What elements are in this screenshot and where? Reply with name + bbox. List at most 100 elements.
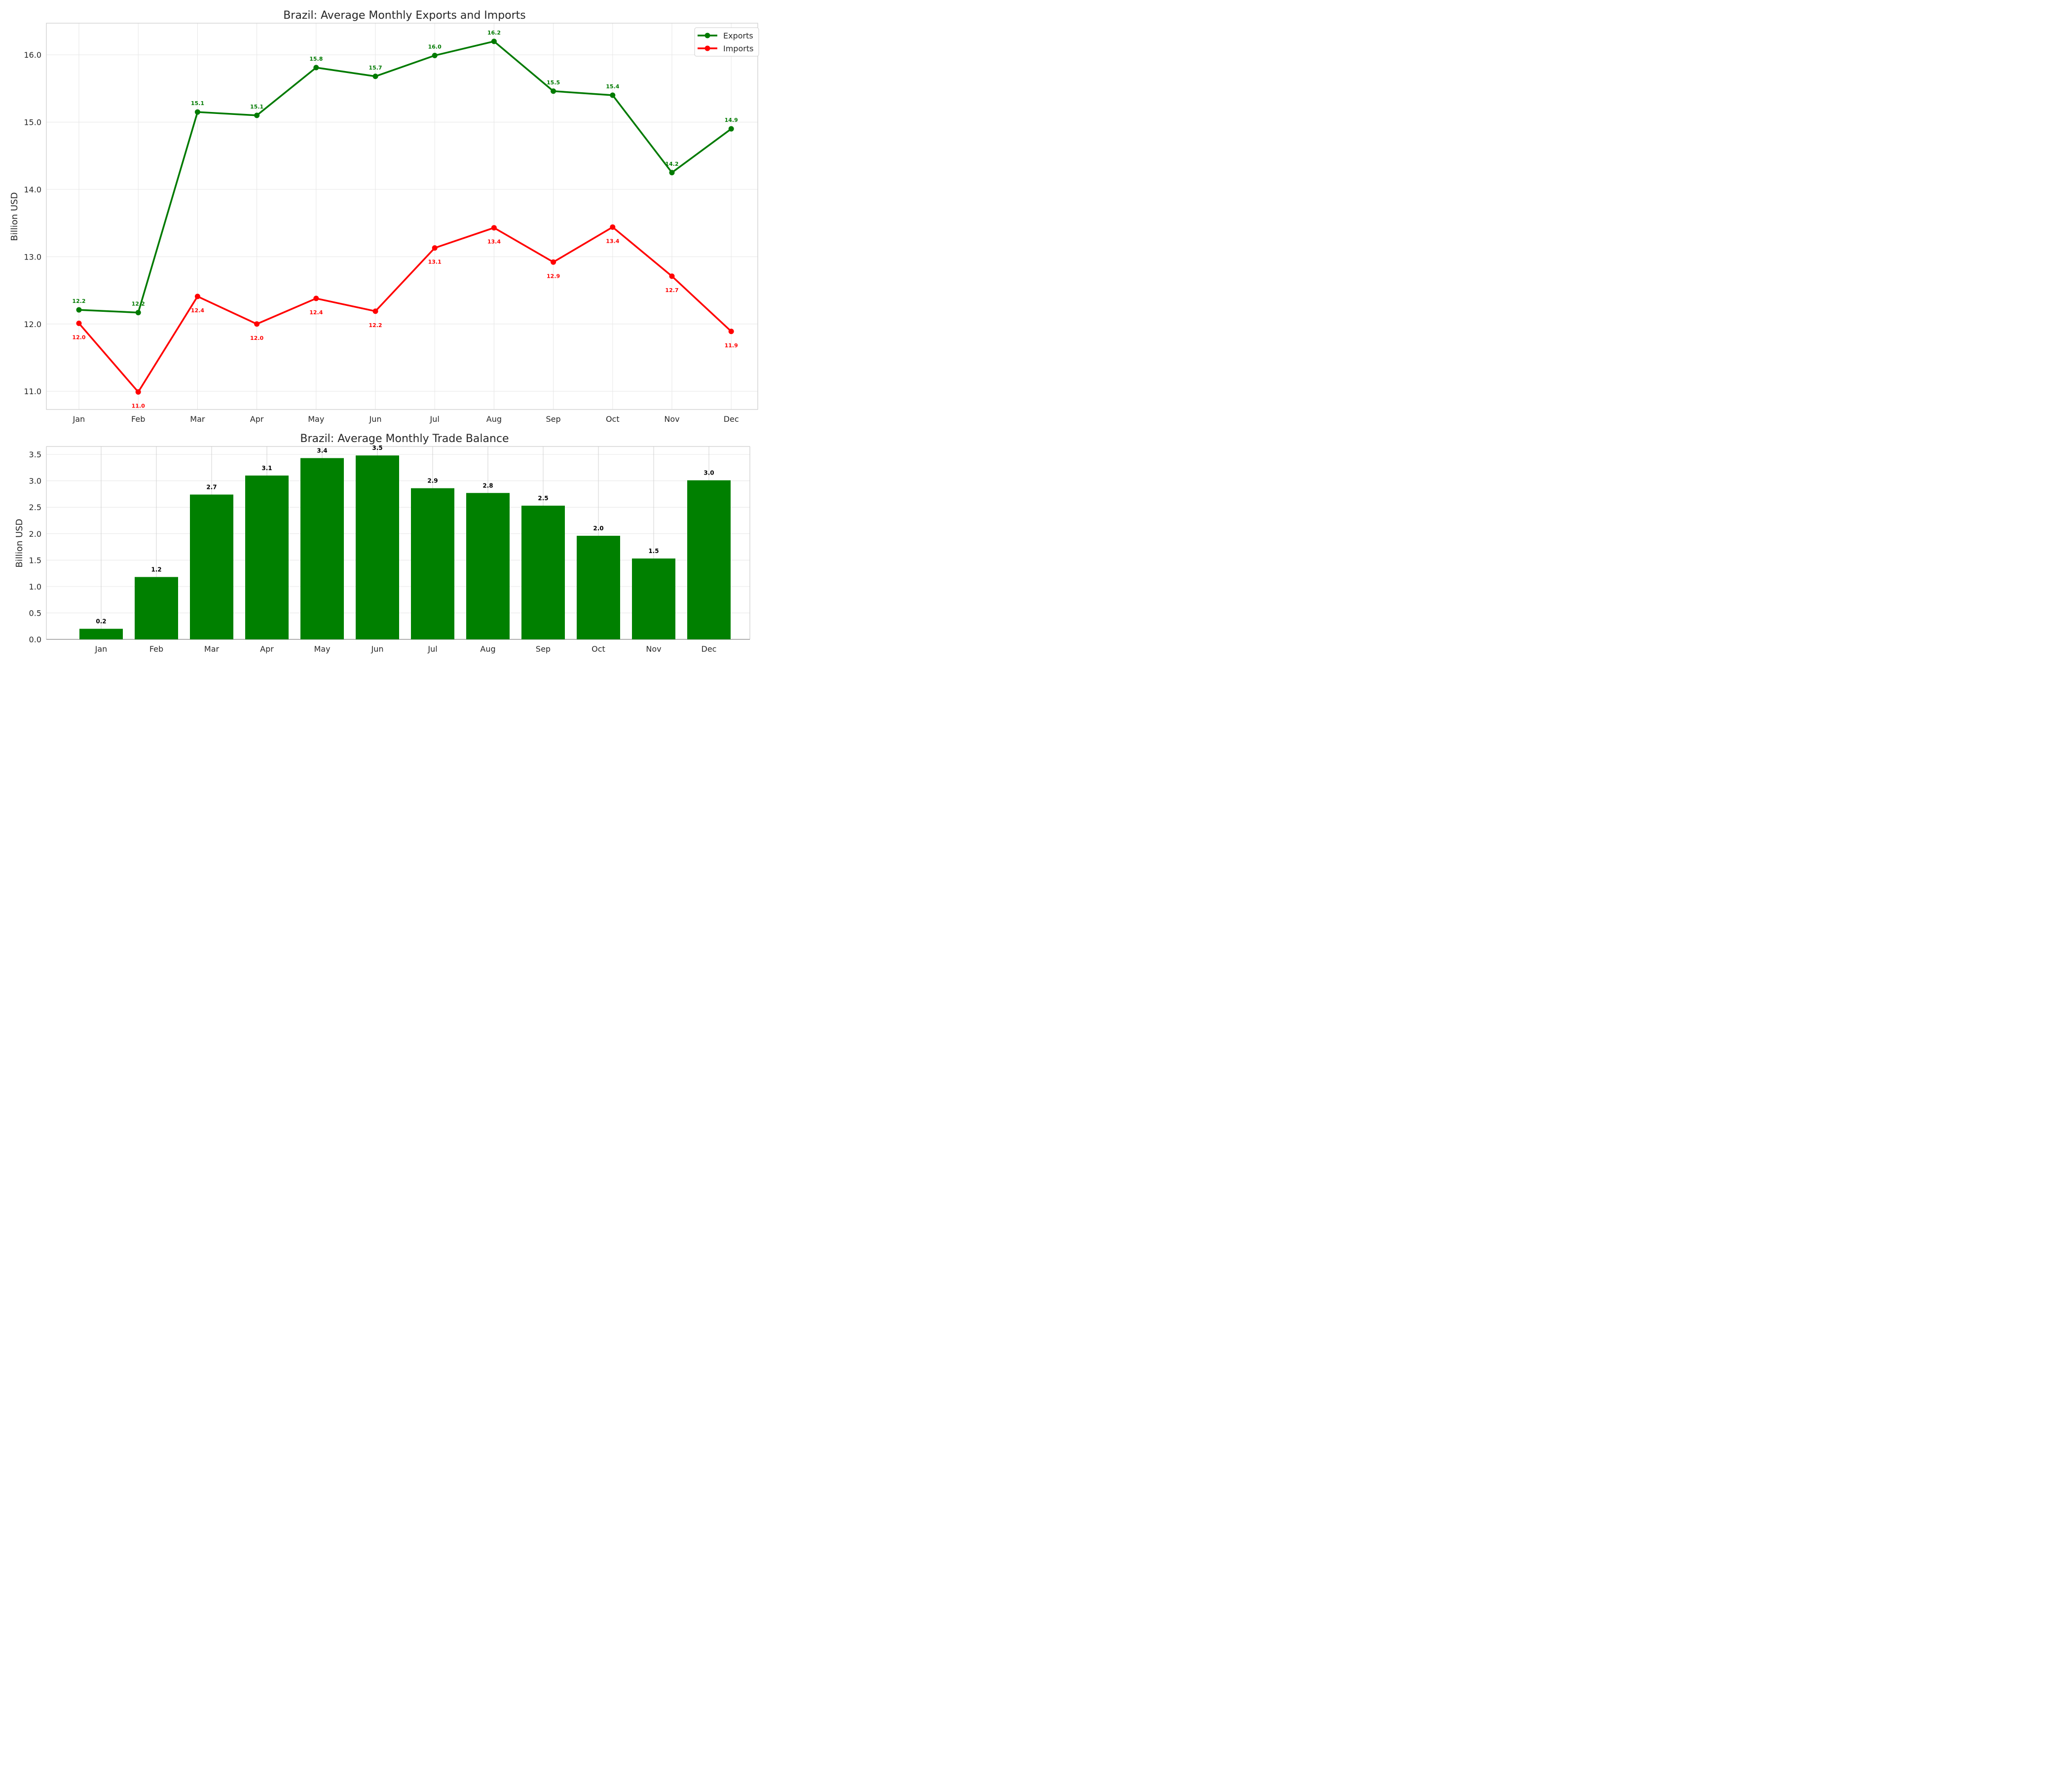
balance-bar: [190, 494, 233, 639]
exports-point: [491, 38, 497, 44]
top-x-tick-label: Dec: [724, 414, 739, 424]
bottom-x-tick-label: Jul: [427, 644, 437, 654]
balance-bar: [632, 558, 675, 639]
bottom-x-tick-label: Oct: [592, 644, 605, 654]
imports-data-label: 13.1: [428, 259, 442, 265]
imports-data-label: 11.9: [725, 342, 738, 349]
bottom-x-tick-label: Jan: [95, 644, 108, 654]
imports-point: [669, 273, 675, 279]
imports-point: [432, 245, 438, 251]
bottom-y-tick-label: 0.5: [29, 608, 41, 618]
bottom-x-tick-label: Apr: [260, 644, 274, 654]
exports-data-label: 15.5: [547, 79, 560, 86]
exports-point: [372, 74, 378, 79]
exports-data-label: 15.1: [250, 104, 263, 110]
imports-point: [313, 296, 319, 301]
legend-exports-marker: [704, 33, 710, 38]
top-x-tick-label: Jul: [430, 414, 440, 424]
exports-data-label: 14.2: [665, 161, 678, 167]
exports-data-label: 16.2: [487, 30, 501, 36]
imports-data-label: 12.4: [309, 309, 323, 316]
exports-data-label: 15.1: [191, 100, 204, 107]
exports-data-label: 15.4: [606, 83, 619, 90]
exports-data-label: 15.8: [309, 56, 323, 62]
bottom-x-tick-label: Mar: [204, 644, 220, 654]
exports-point: [135, 310, 141, 316]
top-chart-y-axis-label: Billion USD: [9, 192, 20, 241]
balance-bar-label: 0.2: [96, 618, 106, 625]
exports-point: [194, 109, 200, 115]
imports-data-label: 12.0: [72, 334, 85, 340]
top-chart-title: Brazil: Average Monthly Exports and Impo…: [283, 9, 526, 22]
bottom-y-tick-label: 1.5: [29, 555, 41, 565]
imports-data-label: 12.9: [547, 273, 560, 279]
exports-point: [551, 88, 556, 94]
balance-bar-label: 2.5: [538, 495, 548, 502]
exports-data-label: 12.2: [72, 298, 85, 304]
legend-exports-label: Exports: [723, 31, 753, 40]
exports-point: [313, 65, 319, 71]
balance-bar: [135, 577, 178, 639]
exports-point: [669, 170, 675, 176]
balance-bar: [466, 493, 510, 639]
figure: Brazil: Average Monthly Exports and Impo…: [9, 9, 759, 654]
exports-data-label: 16.0: [428, 43, 442, 50]
balance-bar-label: 3.0: [703, 470, 714, 477]
balance-bar: [687, 480, 731, 639]
balance-bar: [245, 475, 289, 639]
top-x-tick-label: Apr: [250, 414, 264, 424]
legend: Exports Imports: [694, 27, 759, 57]
top-y-tick-label: 13.0: [24, 252, 41, 261]
imports-point: [76, 320, 82, 326]
exports-line: [78, 40, 732, 314]
top-chart-y-ticks: 11.0 12.0 13.0 14.0 15.0 16.0: [24, 50, 41, 396]
top-y-tick-label: 12.0: [24, 320, 41, 329]
exports-point: [728, 126, 734, 132]
imports-line: [78, 226, 732, 393]
bottom-chart-title: Brazil: Average Monthly Trade Balance: [300, 433, 509, 445]
imports-point: [372, 308, 378, 314]
bottom-y-tick-label: 1.0: [29, 582, 41, 592]
balance-bar-label: 3.5: [372, 444, 382, 451]
bottom-y-tick-label: 2.0: [29, 529, 41, 539]
imports-data-label: 13.4: [606, 238, 619, 244]
legend-imports-label: Imports: [723, 44, 753, 53]
bottom-chart-bar-labels: 0.2 1.2 2.7 3.1 3.4 3.5 2.9 2.8 2.5 2.0 1.5 3.0: [96, 444, 714, 625]
imports-data-label: 12.0: [250, 335, 263, 341]
balance-bar-label: 3.4: [317, 447, 327, 454]
bottom-chart-x-ticks: Jan Feb Mar Apr May Jun Jul Aug Sep Oct Nov Dec: [95, 644, 717, 654]
imports-point: [491, 225, 497, 231]
exports-data-label: 14.9: [725, 117, 738, 123]
balance-bar: [79, 629, 123, 639]
top-x-tick-label: Jan: [73, 414, 85, 424]
top-x-tick-label: Sep: [546, 414, 561, 424]
balance-bar-label: 1.2: [151, 566, 161, 573]
exports-point: [610, 92, 616, 98]
balance-bar-label: 2.9: [427, 478, 438, 484]
top-chart-x-ticks: Jan Feb Mar Apr May Jun Jul Aug Sep Oct Nov Dec: [73, 414, 739, 424]
top-y-tick-label: 15.0: [24, 118, 41, 127]
top-y-tick-label: 16.0: [24, 50, 41, 60]
imports-point: [610, 224, 616, 230]
bottom-y-tick-label: 2.5: [29, 503, 41, 512]
imports-data-label: 12.7: [665, 287, 678, 294]
exports-data-label: 15.7: [369, 65, 382, 71]
exports-imports-chart: Brazil: Average Monthly Exports and Impo…: [9, 9, 759, 424]
top-x-tick-label: Feb: [131, 414, 145, 424]
top-x-tick-label: May: [308, 414, 324, 424]
trade-balance-chart: Brazil: Average Monthly Trade Balance Bi…: [14, 433, 750, 654]
imports-data-label: 12.4: [191, 307, 204, 314]
balance-bar: [411, 488, 454, 639]
top-plot-border: [46, 23, 758, 410]
imports-point: [194, 294, 200, 299]
imports-point: [728, 329, 734, 334]
exports-data-label: 12.2: [132, 301, 145, 307]
balance-bar: [356, 455, 399, 639]
top-chart-frame: [46, 23, 758, 410]
bottom-y-tick-label: 3.5: [29, 450, 41, 459]
top-x-tick-label: Aug: [486, 414, 502, 424]
balance-bar: [577, 536, 620, 639]
bottom-x-tick-label: Aug: [480, 644, 495, 654]
bottom-x-tick-label: May: [314, 644, 330, 654]
exports-point: [432, 52, 438, 58]
